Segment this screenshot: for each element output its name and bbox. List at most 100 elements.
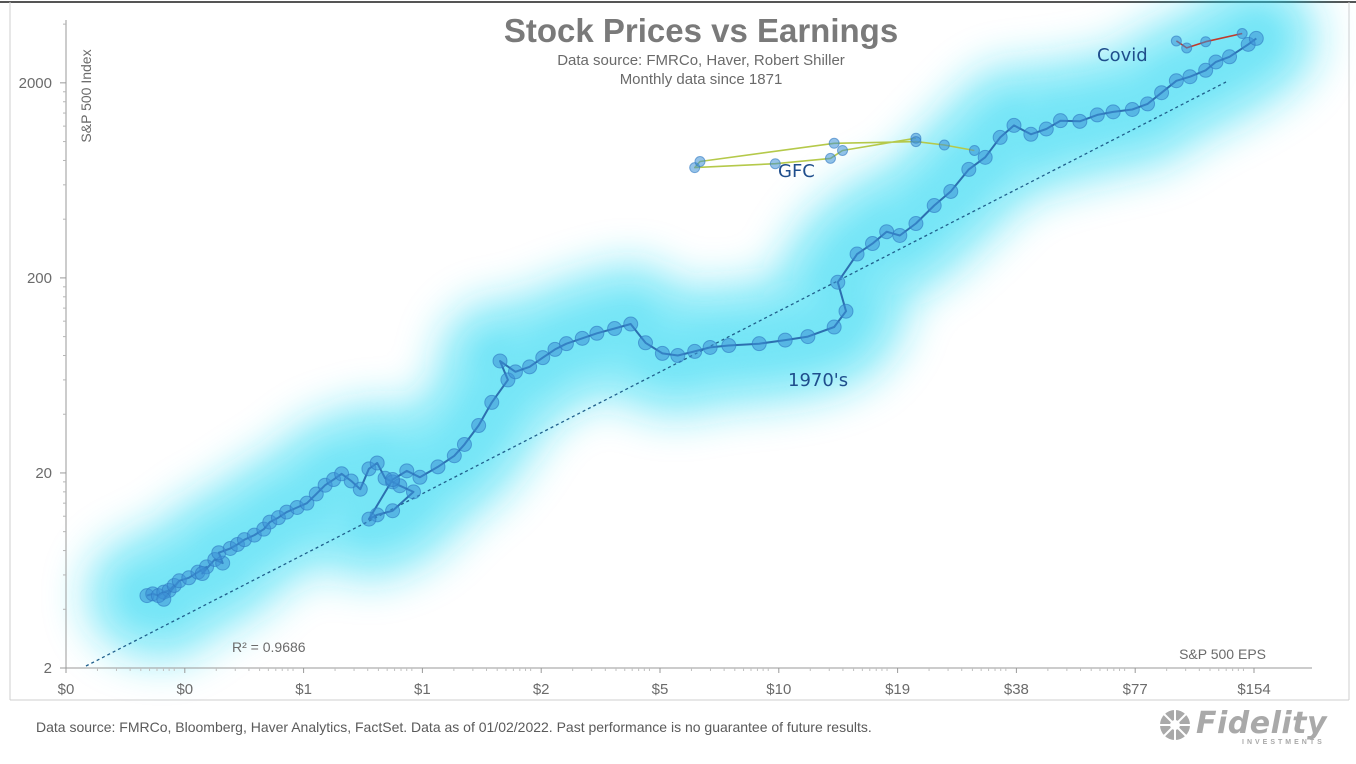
data-point: [1124, 102, 1140, 118]
data-point: [1168, 73, 1184, 89]
data-point: [910, 136, 922, 148]
fidelity-sunburst-icon: [1160, 710, 1190, 740]
data-point: [1200, 36, 1212, 48]
chart-subtitle-line-2: Monthly data since 1871: [620, 71, 783, 88]
annotation-1970s: 1970's: [788, 370, 848, 391]
data-point: [558, 336, 574, 352]
data-point: [484, 394, 500, 410]
fidelity-logo: Fidelity INVESTMENTS: [1158, 706, 1348, 752]
data-point: [535, 350, 551, 366]
data-point: [507, 364, 523, 380]
annotation-covid: Covid: [1097, 45, 1148, 66]
data-point: [1154, 85, 1170, 101]
data-point: [405, 484, 421, 500]
data-point: [769, 158, 781, 170]
chart-subtitle-line-1: Data source: FMRCo, Haver, Robert Shille…: [557, 52, 845, 69]
axes: 2 20 200 2000 $0 $0 $1 $1 $2 $5 $10 $19 $38 $77 $154: [19, 20, 1312, 698]
data-point: [992, 129, 1008, 145]
data-point: [1236, 28, 1248, 40]
data-point: [1198, 62, 1214, 78]
data-point: [892, 227, 908, 243]
series-line: [1175, 32, 1243, 49]
data-point: [492, 353, 508, 369]
data-point: [838, 303, 854, 319]
x-tick-label: $0: [58, 681, 75, 698]
data-point: [1023, 126, 1039, 142]
data-point: [1105, 104, 1121, 120]
data-point: [308, 486, 324, 502]
data-point: [1170, 35, 1182, 47]
data-point: [943, 183, 959, 199]
data-point: [456, 436, 472, 452]
data-point: [446, 448, 462, 464]
data-point: [156, 591, 172, 607]
x-tick-label: $1: [295, 681, 312, 698]
data-point: [522, 359, 538, 375]
x-tick-label: $0: [176, 681, 193, 698]
data-point: [830, 274, 846, 290]
data-point: [849, 246, 865, 262]
data-point: [800, 329, 816, 345]
y-tick-label: 200: [27, 270, 52, 287]
data-point: [824, 152, 836, 164]
y-axis-label: S&P 500 Index: [78, 49, 94, 142]
data-point: [777, 332, 793, 348]
data-point: [361, 511, 377, 527]
data-point: [412, 469, 428, 485]
data-point: [879, 224, 895, 240]
data-point: [637, 335, 653, 351]
x-tick-label: $154: [1237, 681, 1270, 698]
data-point: [430, 459, 446, 475]
data-point: [721, 338, 737, 354]
data-point: [908, 216, 924, 232]
x-axis-label: S&P 500 EPS: [1179, 646, 1266, 662]
x-tick-label: $5: [652, 681, 669, 698]
data-point: [826, 319, 842, 335]
data-point: [926, 198, 942, 214]
x-tick-label: $1: [414, 681, 431, 698]
data-point: [574, 330, 590, 346]
data-point: [589, 325, 605, 341]
data-point: [399, 463, 415, 479]
data-point: [961, 161, 977, 177]
data-point: [1072, 113, 1088, 129]
data-point: [670, 348, 686, 364]
data-point: [471, 418, 487, 434]
data-point: [352, 481, 368, 497]
data-point: [968, 144, 980, 156]
x-tick-label: $19: [885, 681, 910, 698]
data-point: [385, 472, 401, 488]
x-tick-label: $38: [1004, 681, 1029, 698]
data-point: [299, 495, 315, 511]
data-point: [864, 236, 880, 252]
data-point: [1089, 107, 1105, 123]
data-point: [687, 343, 703, 359]
fidelity-logo-text: Fidelity: [1196, 706, 1328, 741]
footer-source-note: Data source: FMRCo, Bloomberg, Haver Ana…: [36, 719, 872, 735]
y-tick-label: 20: [35, 465, 52, 482]
data-point: [1140, 96, 1156, 112]
fidelity-logo-tagline: INVESTMENTS: [1242, 739, 1325, 746]
y-tick-label: 2: [44, 660, 52, 677]
data-point: [1222, 49, 1238, 65]
data-point: [654, 345, 670, 361]
x-tick-label: $10: [766, 681, 791, 698]
data-point: [702, 339, 718, 355]
data-point: [1038, 121, 1054, 137]
data-point: [938, 139, 950, 151]
annotation-gfc: GFC: [778, 161, 815, 182]
data-point: [751, 336, 767, 352]
data-point: [607, 321, 623, 337]
data-point: [369, 455, 385, 471]
data-point: [1208, 54, 1224, 70]
data-point: [1052, 113, 1068, 129]
data-point: [1006, 117, 1022, 133]
data-point: [837, 144, 849, 156]
x-tick-label: $77: [1123, 681, 1148, 698]
data-point: [1182, 69, 1198, 85]
data-point: [1248, 30, 1264, 46]
data-point: [623, 316, 639, 332]
y-tick-label: 2000: [19, 75, 52, 92]
r-squared-label: R² = 0.9686: [232, 639, 306, 655]
